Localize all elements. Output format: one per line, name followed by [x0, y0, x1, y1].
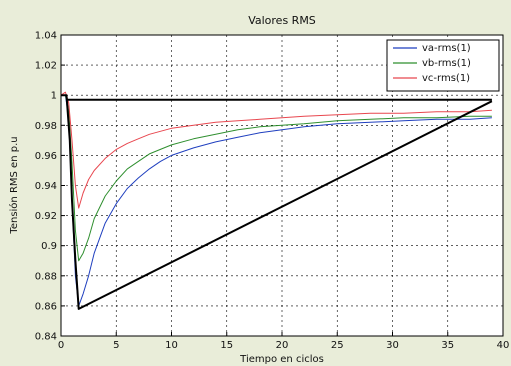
x-tick-label: 15 [220, 340, 233, 351]
y-tick-label: 0.84 [35, 332, 57, 343]
x-tick-label: 10 [165, 340, 178, 351]
y-tick-label: 0.98 [35, 121, 57, 132]
x-tick-label: 5 [113, 340, 119, 351]
x-axis-label: Tiempo en ciclos [239, 354, 324, 365]
reference-line-3 [61, 94, 493, 310]
y-tick-label: 0.88 [35, 271, 57, 282]
legend-label: vb-rms(1) [422, 58, 471, 69]
y-tick-label: 0.96 [35, 151, 57, 162]
series-layer [60, 91, 493, 310]
legend-label: vc-rms(1) [422, 73, 470, 84]
x-tick-label: 25 [331, 340, 344, 351]
x-tick-label: 30 [386, 340, 399, 351]
y-axis-label: Tensión RMS en p.u [8, 136, 20, 234]
chart-title: Valores RMS [248, 14, 316, 27]
series-vc-rms-1-line [60, 91, 492, 209]
x-tick-label: 35 [441, 340, 454, 351]
y-tick-label: 1.02 [35, 61, 57, 72]
y-tick-label: 0.9 [41, 241, 57, 252]
legend-label: va-rms(1) [422, 43, 471, 54]
legend: va-rms(1) vb-rms(1) vc-rms(1) [386, 39, 500, 92]
y-tick-label: 0.92 [35, 211, 57, 222]
y-tick-label: 0.94 [35, 181, 57, 192]
x-tick-label: 20 [276, 340, 289, 351]
y-tick-label: 1 [51, 91, 57, 102]
x-tick-label: 40 [497, 340, 510, 351]
y-tick-label: 0.86 [35, 301, 57, 312]
axis-ticks: 0 5 10 15 20 25 30 35 40 0.84 0.86 0.88 0.9 0.92 0.94 0… [35, 31, 510, 352]
x-tick-label: 0 [58, 340, 64, 351]
y-tick-label: 1.04 [35, 31, 57, 42]
series-vb-rms-1-line [61, 94, 492, 262]
